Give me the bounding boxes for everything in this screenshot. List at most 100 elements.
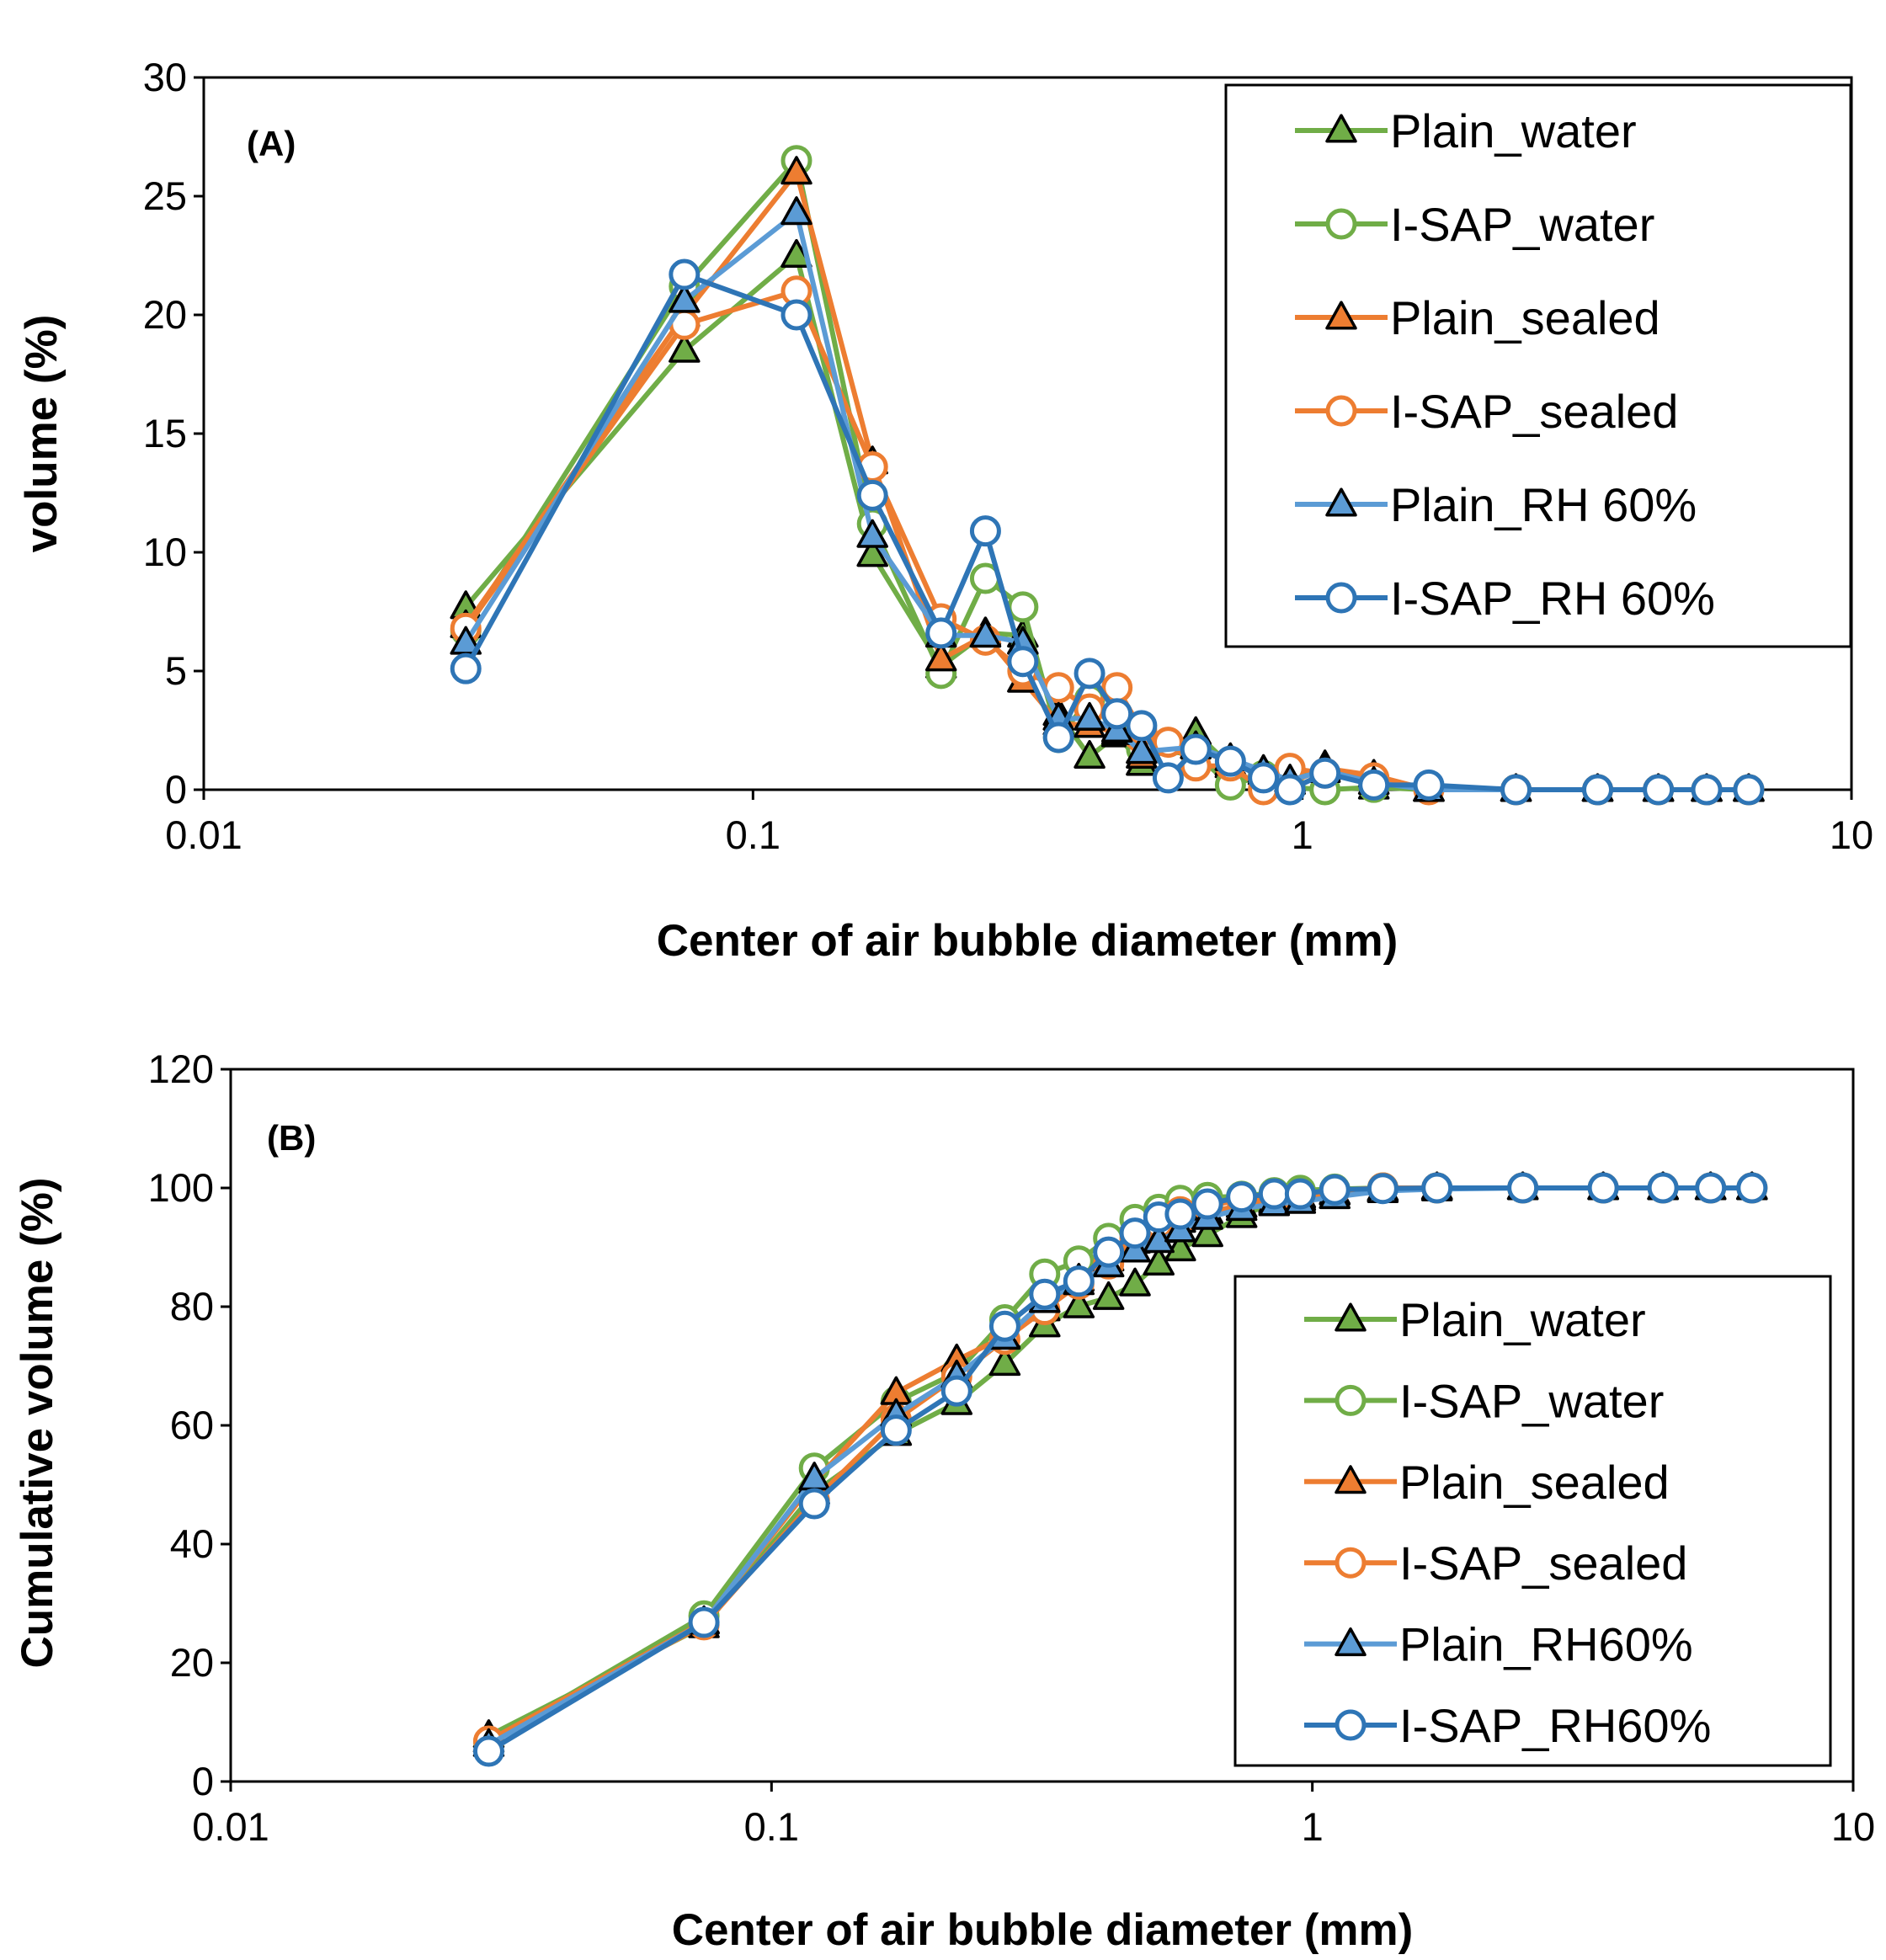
- legend-marker: [1325, 582, 1357, 614]
- y-tick-label: 40: [170, 1521, 214, 1566]
- x-tick-label: 10: [1831, 1804, 1875, 1849]
- data-point-i-sap-rh-60: [1214, 745, 1246, 777]
- legend-box: [1224, 83, 1852, 648]
- data-point-plain-rh-60: [969, 619, 1002, 648]
- data-point-plain-rh-60: [1074, 701, 1105, 731]
- data-point-i-sap-rh-60: [1733, 774, 1765, 806]
- legend-item-i-sap-sealed: I-SAP_sealed: [1304, 1537, 1687, 1590]
- legend-marker: [1335, 1465, 1367, 1494]
- legend-marker: [1325, 301, 1357, 330]
- legend: Plain_water I-SAP_water Plain_sealed I-SAP_…: [1233, 1275, 1832, 1767]
- data-point-i-sap-rh60: [1319, 1174, 1351, 1206]
- y-tick-label: 0: [192, 1759, 214, 1803]
- data-point-i-sap-rh-60: [1274, 774, 1306, 806]
- data-point-plain-water: [1191, 1218, 1223, 1248]
- y-tick-label: 25: [143, 173, 187, 218]
- data-point-plain-water: [1092, 1281, 1125, 1310]
- data-point-i-sap-rh-60: [450, 652, 482, 684]
- data-point-i-sap-rh60: [688, 1606, 720, 1638]
- data-point-i-sap-rh60: [798, 1488, 830, 1520]
- data-point-i-sap-rh-60: [969, 515, 1001, 547]
- data-point-i-sap-rh60: [1647, 1172, 1679, 1204]
- x-tick-label: 1: [1302, 1804, 1324, 1849]
- data-point-i-sap-rh60: [1421, 1172, 1453, 1204]
- series-i-sap-rh-60: [450, 258, 1765, 806]
- x-tick-label: 0.01: [165, 812, 242, 857]
- data-point-i-sap-rh-60: [856, 479, 888, 511]
- data-point-i-sap-rh60: [1164, 1198, 1196, 1230]
- legend-item-i-sap-rh-60: I-SAP_RH 60%: [1295, 572, 1715, 625]
- data-point-i-sap-rh-60: [1152, 762, 1184, 794]
- legend-item-plain-water: Plain_water: [1304, 1293, 1646, 1346]
- legend-label: Plain_RH60%: [1399, 1618, 1693, 1671]
- y-tick-label: 120: [148, 1047, 214, 1091]
- data-point-i-sap-rh60: [1029, 1278, 1061, 1310]
- data-point-plain-water: [856, 538, 888, 567]
- data-point-plain-rh-60: [1126, 735, 1158, 764]
- legend-marker: [1325, 395, 1357, 427]
- data-point-i-sap-rh60: [1093, 1236, 1125, 1268]
- legend-label: I-SAP_water: [1390, 198, 1654, 251]
- legend-label: I-SAP_RH60%: [1399, 1699, 1711, 1752]
- data-point-i-sap-rh-60: [1007, 646, 1039, 678]
- legend-marker: [1325, 208, 1357, 240]
- legend-label: Plain_sealed: [1399, 1456, 1670, 1509]
- x-tick-label: 0.1: [726, 812, 781, 857]
- legend-marker: [1335, 1384, 1367, 1416]
- y-tick-label: 10: [143, 530, 187, 574]
- data-point-i-sap-rh60: [1587, 1172, 1619, 1204]
- data-point-plain-water: [1063, 1289, 1095, 1318]
- data-point-i-sap-rh60: [472, 1735, 504, 1767]
- x-tick-label: 1: [1292, 812, 1313, 857]
- data-point-plain-water: [1074, 739, 1105, 770]
- legend-item-i-sap-rh60: I-SAP_RH60%: [1304, 1699, 1711, 1752]
- data-point-i-sap-rh-60: [1358, 769, 1390, 801]
- legend-box: [1233, 1275, 1832, 1767]
- data-point-i-sap-rh60: [988, 1310, 1020, 1342]
- data-point-plain-water: [1119, 1267, 1151, 1297]
- legend-label: Plain_water: [1390, 104, 1637, 157]
- data-point-plain-rh-60: [856, 519, 888, 548]
- legend-marker: [1325, 114, 1357, 143]
- x-tick-label: 10: [1830, 812, 1873, 857]
- legend-marker: [1335, 1627, 1367, 1657]
- data-point-i-sap-rh60: [1063, 1265, 1095, 1297]
- legend-item-plain-water: Plain_water: [1295, 104, 1637, 157]
- legend-marker: [1335, 1302, 1367, 1332]
- x-tick-label: 0.01: [192, 1804, 269, 1849]
- data-point-i-sap-rh-60: [1691, 774, 1723, 806]
- data-point-plain-rh-60: [669, 284, 701, 313]
- data-point-i-sap-rh-60: [1309, 757, 1341, 789]
- legend-label: Plain_water: [1399, 1293, 1646, 1346]
- legend-item-plain-rh60: Plain_RH60%: [1304, 1618, 1693, 1671]
- data-point-i-sap-rh60: [1367, 1173, 1399, 1205]
- y-tick-label: 80: [170, 1284, 214, 1329]
- panel-label: (A): [247, 124, 296, 163]
- y-tick-label: 60: [170, 1403, 214, 1447]
- data-point-i-sap-rh-60: [1126, 710, 1158, 742]
- data-point-i-sap-rh-60: [1180, 733, 1212, 765]
- data-point-i-sap-rh-60: [1042, 722, 1074, 754]
- data-point-i-sap-rh-60: [1248, 762, 1280, 794]
- legend-item-i-sap-water: I-SAP_water: [1304, 1374, 1664, 1427]
- chart-panel-a: 0 5 10 15 20 25 30 0.01 0.1 1 10 Center of air bubb…: [17, 55, 1873, 966]
- panel-label: (B): [267, 1118, 316, 1158]
- legend-label: I-SAP_sealed: [1390, 385, 1678, 438]
- data-point-i-sap-rh-60: [669, 258, 701, 290]
- legend-label: I-SAP_sealed: [1399, 1537, 1687, 1590]
- y-axis-label: volume (%): [17, 315, 67, 553]
- y-tick-label: 0: [165, 767, 187, 812]
- data-point-i-sap-rh60: [940, 1375, 972, 1407]
- data-point-i-sap-rh60: [1258, 1178, 1290, 1210]
- chart-panel-b: 0 20 40 60 80 100 120 0.01 0.1 1 10 Center of air b…: [13, 1047, 1875, 1955]
- data-point-i-sap-rh-60: [1101, 698, 1133, 730]
- legend-item-i-sap-sealed: I-SAP_sealed: [1295, 385, 1678, 438]
- legend-label: I-SAP_water: [1399, 1374, 1664, 1427]
- data-point-i-sap-rh-60: [925, 617, 957, 649]
- legend-marker: [1325, 487, 1357, 517]
- data-point-plain-rh-60: [781, 196, 812, 226]
- data-point-plain-sealed: [781, 156, 812, 185]
- data-point-plain-sealed: [924, 642, 957, 672]
- legend-item-plain-sealed: Plain_sealed: [1295, 291, 1660, 344]
